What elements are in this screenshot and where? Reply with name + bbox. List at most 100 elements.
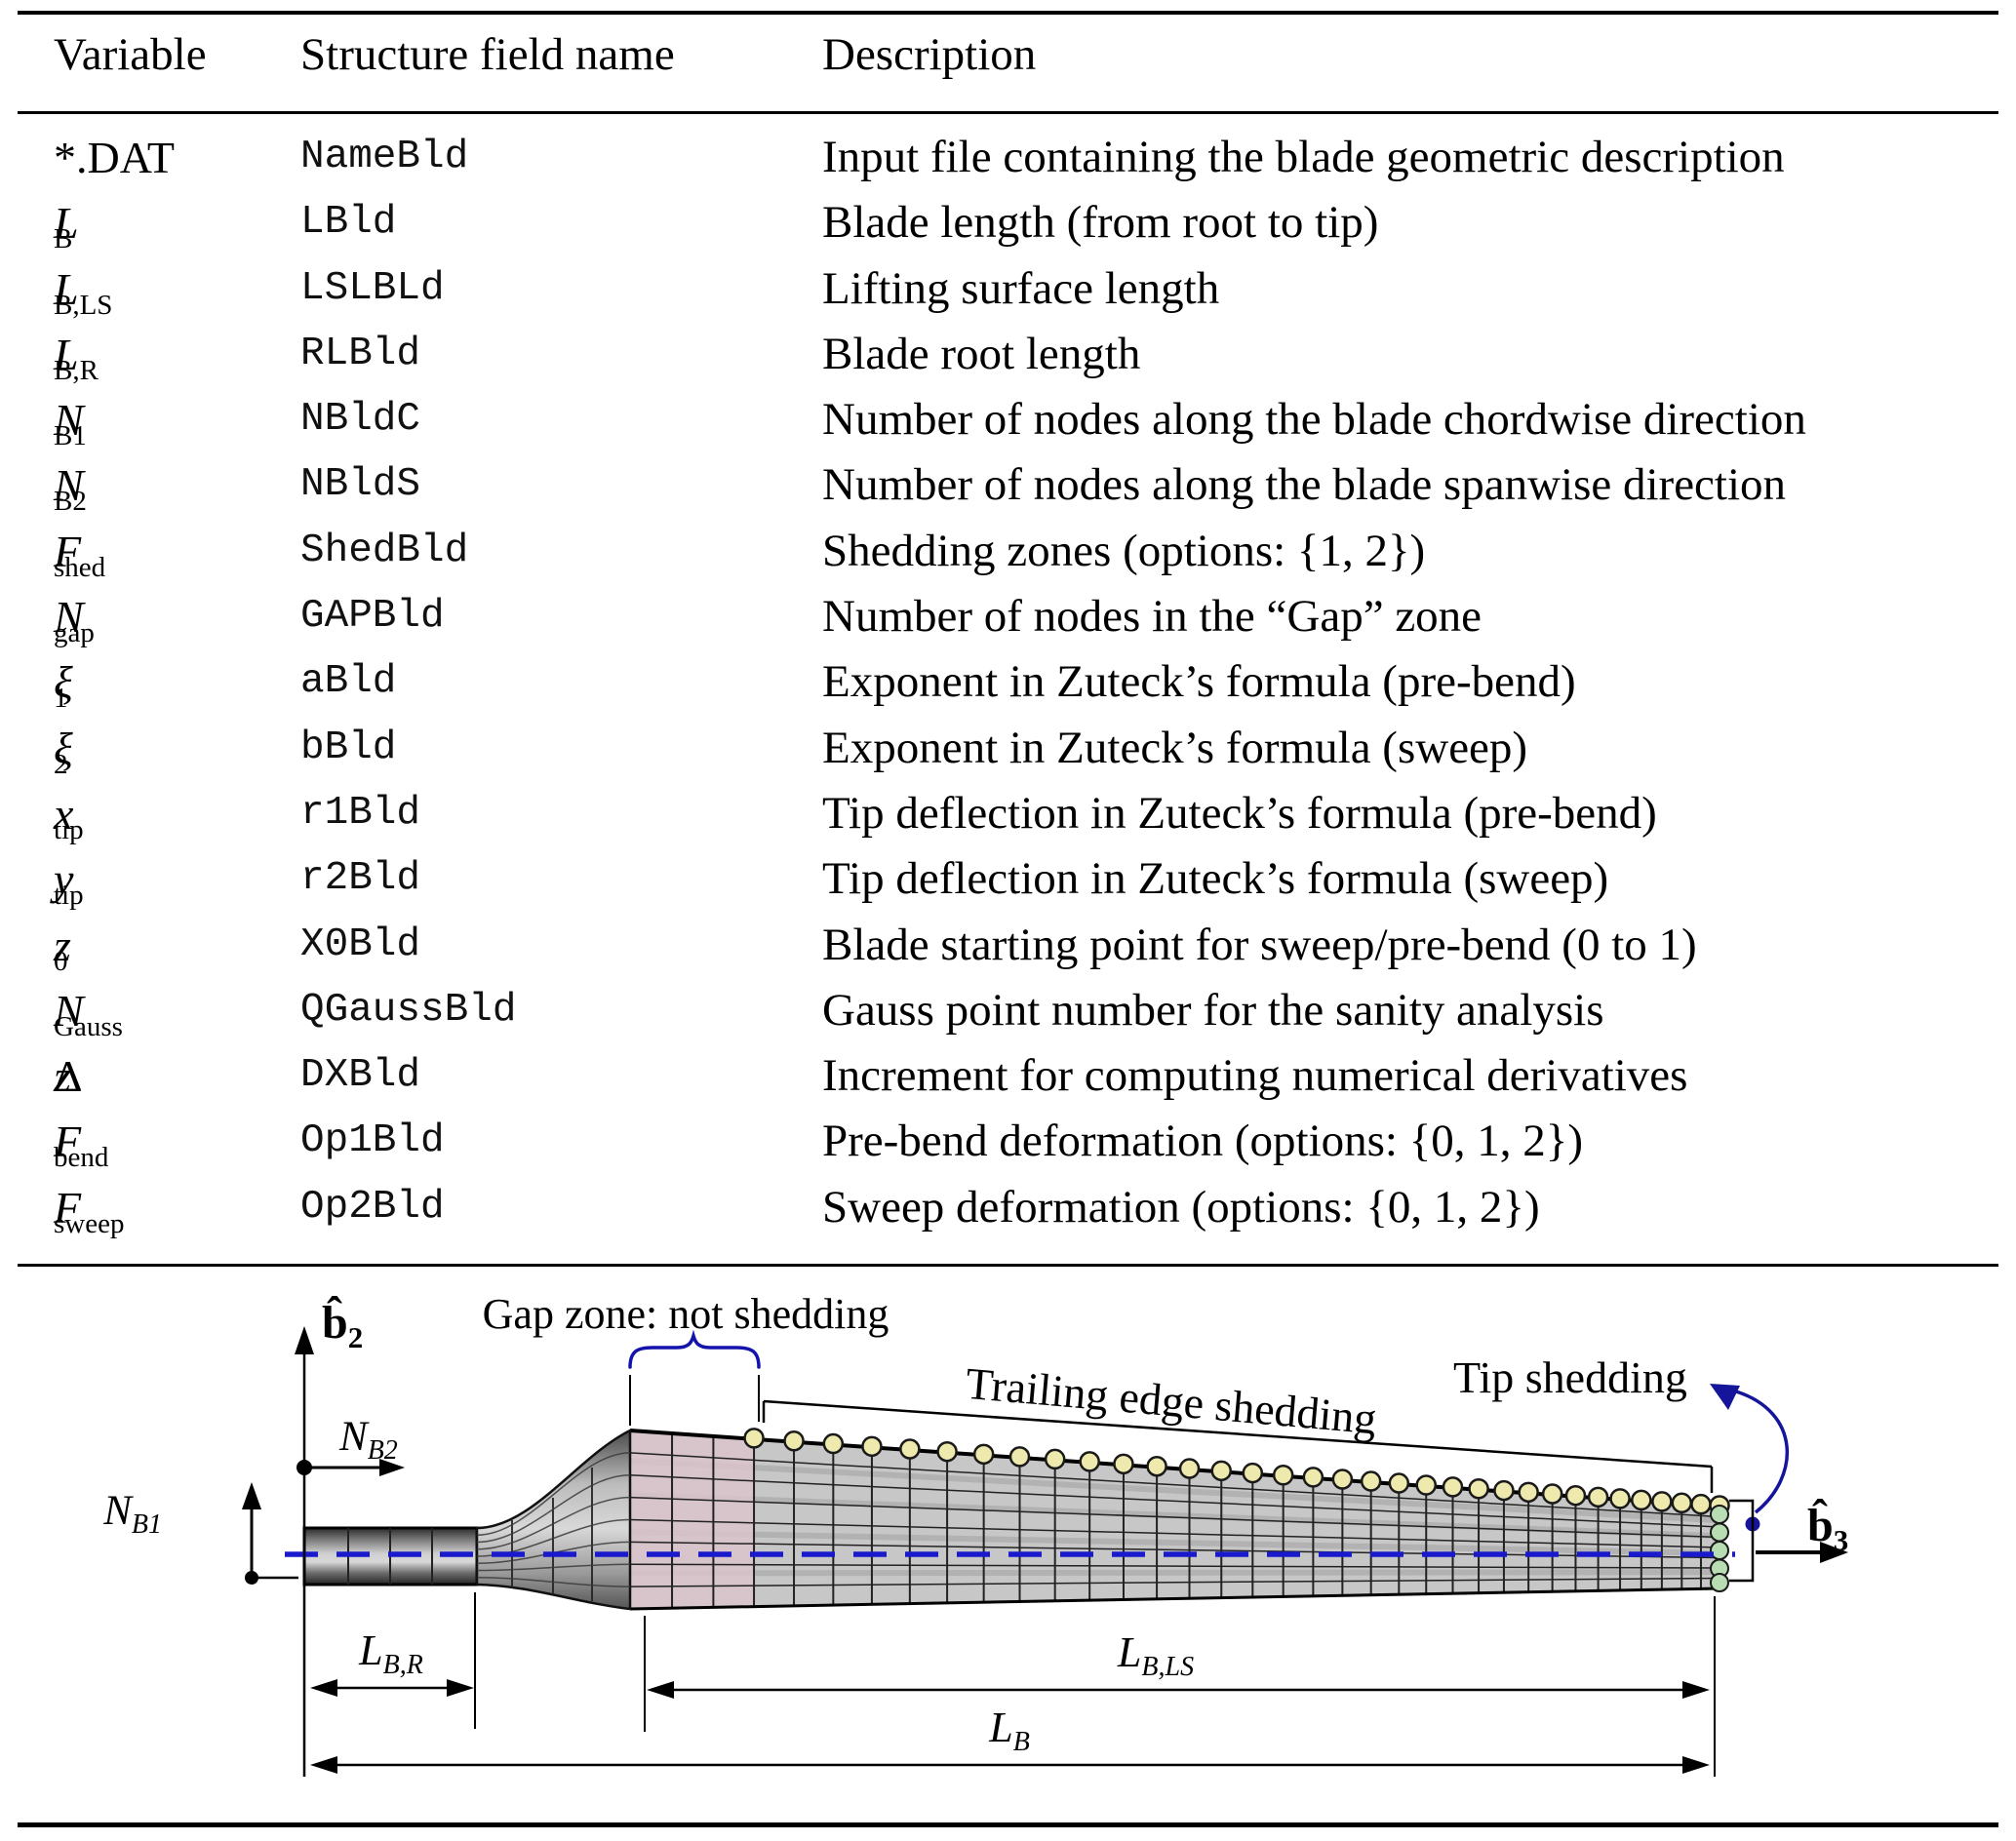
description-cell: Tip deflection in Zuteck’s formula (swee…: [822, 853, 1609, 905]
shedding-node: [1690, 1493, 1712, 1515]
description-cell: Lifting surface length: [822, 262, 1220, 314]
shedding-node: [783, 1430, 805, 1452]
field-name-cell: NBldS: [300, 462, 421, 508]
variable-cell: N Gauss: [54, 985, 123, 1043]
shedding-node: [1671, 1492, 1693, 1514]
variable-cell: L B,LS: [54, 263, 113, 321]
field-name-cell: ShedBld: [300, 528, 469, 573]
shedding-node: [1388, 1472, 1410, 1494]
trailing-edge-label: Trailing edge shedding: [964, 1358, 1378, 1444]
shedding-node: [1079, 1451, 1100, 1472]
field-name-cell: r1Bld: [300, 790, 421, 836]
shedding-node: [1541, 1483, 1563, 1505]
tip-node: [1710, 1573, 1729, 1592]
shedding-node: [1587, 1486, 1609, 1508]
variable-cell: y tip: [54, 854, 84, 912]
table-row: L B,LS LSLBLd Lifting surface length: [0, 256, 2016, 322]
shedding-node: [1272, 1465, 1294, 1486]
description-cell: Input file containing the blade geometri…: [822, 132, 1785, 182]
variable-cell: N B1: [54, 395, 87, 452]
field-name-cell: QGaussBld: [300, 987, 517, 1033]
table-row: N B2 NBldS Number of nodes along the blade …: [0, 452, 2016, 518]
description-cell: Exponent in Zuteck’s formula (pre-bend): [822, 656, 1576, 708]
table-row: N B1 NBldC Number of nodes along the blade …: [0, 387, 2016, 452]
b2-axis-label: b̂2: [322, 1295, 363, 1354]
description-cell: Blade length (from root to tip): [822, 197, 1379, 249]
shedding-node: [1242, 1462, 1264, 1484]
shedding-node: [1360, 1470, 1382, 1492]
field-name-cell: bBld: [300, 725, 397, 770]
shedding-node: [1493, 1479, 1515, 1502]
variable-cell: N B2: [54, 460, 87, 518]
description-cell: Sweep deformation (options: {0, 1, 2}): [822, 1181, 1540, 1233]
field-name-cell: Op1Bld: [300, 1118, 445, 1164]
table-row: N Gauss QGaussBld Gauss point number for th…: [0, 978, 2016, 1043]
tip-shedding-arrowhead: [1710, 1384, 1740, 1410]
nb1-arrow: NB1: [102, 1482, 298, 1585]
nb2-label: NB2: [338, 1414, 398, 1466]
field-name-cell: Op2Bld: [300, 1184, 445, 1230]
blade-mesh-figure: b̂2 NB2 NB1 Gap zone: not shedding Trail…: [102, 1290, 1848, 1777]
dim-lifting-surface-length: LB,LS: [647, 1628, 1710, 1699]
trailing-edge-leader: [763, 1399, 1713, 1469]
field-name-cell: GAPBld: [300, 594, 445, 640]
tip-bracket: [1729, 1499, 1755, 1583]
description-cell: Blade root length: [822, 328, 1141, 379]
variable-cell: x tip: [54, 788, 84, 846]
table-row: ξ 1 aBld Exponent in Zuteck’s formula (pre-…: [0, 649, 2016, 715]
description-cell: Pre-bend deformation (options: {0, 1, 2}…: [822, 1116, 1583, 1167]
tip-shedding-annotation: Tip shedding: [1453, 1352, 1789, 1583]
b3-axis-label: b̂3: [1807, 1498, 1848, 1557]
shedding-node: [1008, 1446, 1031, 1468]
table-row: z 0 X0Bld Blade starting point for sweep/pr…: [0, 913, 2016, 978]
header-field-name: Structure field name: [300, 29, 675, 80]
blade-transition: [475, 1428, 632, 1611]
header-variable: Variable: [54, 29, 207, 80]
description-cell: Exponent in Zuteck’s formula (sweep): [822, 722, 1528, 773]
description-cell: Number of nodes in the “Gap” zone: [822, 591, 1482, 643]
dim-blade-label: LB: [988, 1704, 1030, 1757]
tip-shedding-arrow: [1735, 1390, 1789, 1514]
shedding-node: [1044, 1448, 1066, 1470]
description-cell: Shedding zones (options: {1, 2}): [822, 525, 1426, 576]
shedding-node: [1564, 1484, 1587, 1507]
nb1-arrowhead: [242, 1482, 261, 1509]
description-cell: Number of nodes along the blade chordwis…: [822, 394, 1806, 446]
table-row: x tip r1Bld Tip deflection in Zuteck’s form…: [0, 781, 2016, 846]
nb2-arrow: NB2: [304, 1414, 405, 1476]
shedding-node: [1302, 1467, 1324, 1488]
shedding-node: [743, 1428, 765, 1449]
table-row: ξ 2 bBld Exponent in Zuteck’s formula (swee…: [0, 716, 2016, 781]
table-header-rule: [18, 111, 1998, 114]
b3-axis: b̂3: [1756, 1498, 1848, 1563]
b3-arrowhead: [1820, 1542, 1848, 1563]
shedding-node: [1631, 1489, 1652, 1511]
shedding-node: [861, 1435, 883, 1458]
shedding-node: [1178, 1458, 1201, 1479]
field-name-cell: LSLBLd: [300, 265, 445, 311]
shedding-node: [1331, 1469, 1354, 1490]
field-name-cell: DXBld: [300, 1053, 421, 1099]
dim-root-label: LB,R: [358, 1626, 423, 1680]
table-top-rule: [18, 11, 1998, 15]
field-name-cell: NameBld: [300, 135, 469, 179]
tip-node: [1710, 1522, 1729, 1543]
shedding-node: [1609, 1488, 1631, 1509]
header-description: Description: [822, 29, 1037, 80]
shedding-node: [1468, 1478, 1489, 1500]
gap-zone-brace: [628, 1329, 761, 1369]
table-row: L B LBld Blade length (from root to tip): [0, 190, 2016, 255]
tip-shedding-label: Tip shedding: [1453, 1352, 1687, 1402]
shedding-node: [1210, 1460, 1233, 1482]
dimension-extension-lines: [474, 1592, 1716, 1777]
variable-cell: L B,R: [54, 329, 99, 387]
